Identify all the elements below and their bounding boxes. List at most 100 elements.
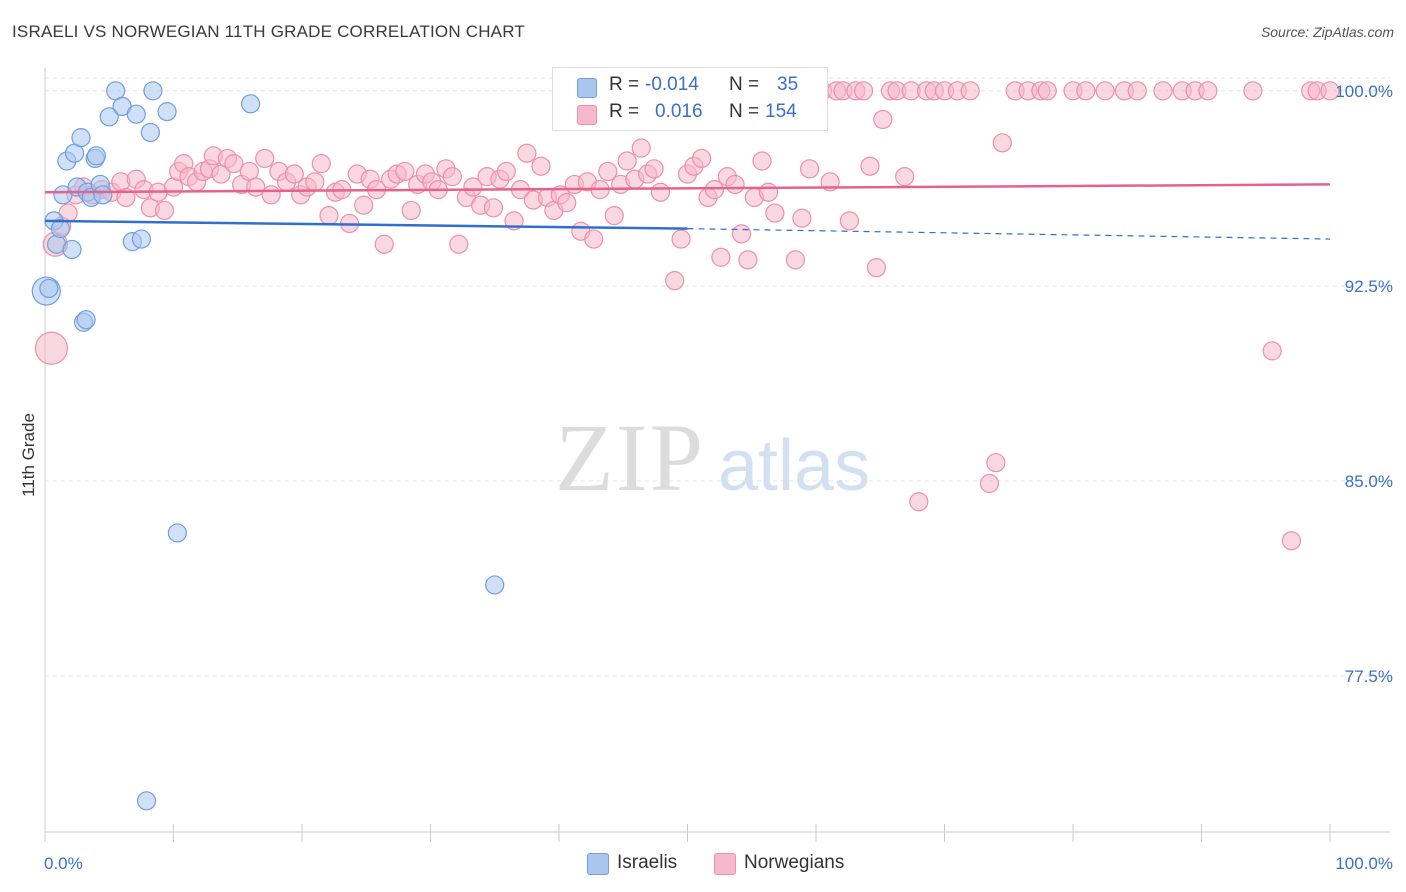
norwegian-point [665,271,685,291]
norwegians-r-value: 0.016 [655,101,703,122]
norwegian-point [979,473,1000,494]
norwegian-point [704,180,725,200]
israeli-point [76,310,96,330]
norwegian-point [401,200,421,221]
norwegians-legend-swatch [714,853,736,875]
watermark: ZIP atlas [555,404,870,511]
series-legend: Israelis Norwegians [0,852,1406,878]
norwegian-point [1320,81,1340,101]
norwegians-swatch [577,105,597,125]
legend-row-israelis: R = -0.014 N = 35 [553,74,827,100]
israelis-n-value: 35 [777,74,799,95]
norwegian-point [305,172,325,192]
norwegian-point [374,234,394,254]
israeli-point [140,122,160,143]
norwegian-point [311,154,331,174]
norwegian-point [1198,81,1218,101]
norwegian-point [866,258,886,278]
norwegian-point [992,133,1012,153]
norwegian-point [671,229,691,249]
israeli-point [167,523,187,543]
trend-lines [44,183,1331,240]
n-label: N = [729,74,760,95]
norwegian-point [650,182,671,202]
norwegian-point [860,156,880,176]
norwegian-point [463,177,483,197]
stats-legend: R = -0.014 N = 35 R = 0.016 N = 154 [552,67,828,131]
norwegian-point [960,81,980,101]
israeli-point [99,107,119,127]
source-label: Source: ZipAtlas.com [1260,24,1394,40]
norwegian-point [799,159,820,179]
israeli-point [62,239,82,260]
norwegian-point [517,143,537,163]
israelis-trend-line [44,219,688,230]
norwegian-point [598,161,618,182]
norwegian-point [752,151,772,171]
israelis-legend-swatch [587,853,609,875]
norwegian-point [1037,81,1057,101]
norwegian-point [442,167,462,187]
israeli-point [241,94,261,114]
norwegian-point [354,195,374,215]
norwegian-point [1262,341,1282,361]
y-axis-title: 11th Grade [19,413,38,497]
r-label: R = [609,101,640,122]
norwegian-point [785,250,806,270]
norwegian-point [154,200,175,221]
norwegian-point [692,148,712,169]
israeli-point [71,128,91,148]
watermark-zip: ZIP [555,404,705,511]
y-tick-label: 85.0% [1345,472,1393,491]
israeli-point [126,104,146,124]
israelis-r-value: -0.014 [645,74,699,95]
norwegian-point [604,206,624,226]
norwegian-point [1153,81,1173,101]
x-tick-label-min: 0.0% [44,854,83,873]
israeli-point [157,102,177,122]
israeli-point [485,575,505,595]
norwegian-point [1281,531,1302,551]
israeli-point [136,791,157,811]
israelis-swatch [577,78,597,98]
norwegian-point [725,174,745,195]
norwegian-point [738,250,758,270]
israeli-point [50,219,71,239]
x-tick-label-max: 100.0% [1335,854,1393,873]
norwegian-point [496,161,516,182]
norwegian-point [284,164,304,184]
norwegian-point [853,81,874,101]
norwegian-point [792,208,812,228]
norwegian-point [1076,81,1096,101]
norwegian-point [644,159,664,179]
chart-title: ISRAELI VS NORWEGIAN 11TH GRADE CORRELAT… [12,22,525,41]
r-label: R = [609,74,640,95]
y-tick-label: 92.5% [1345,277,1393,296]
tick-labels: 100.0% 92.5% 85.0% 77.5% 0.0% 100.0% 11th Grad… [19,82,1393,873]
norwegian-point [557,193,577,213]
watermark-atlas: atlas [718,426,870,506]
israeli-point [93,185,113,205]
israelis-trend-extension [687,228,1331,240]
norwegians-legend-label: Norwegians [744,852,845,873]
norwegian-point [584,229,604,249]
israelis-legend-label: Israelis [617,852,678,873]
norwegian-point [34,331,69,365]
norwegian-point [631,138,651,158]
norwegian-point [1243,81,1263,101]
israeli-point [86,146,107,166]
norwegian-point [711,247,731,267]
norwegians-trend-line [44,183,1331,194]
norwegian-point [895,167,915,187]
israeli-point [143,81,163,101]
norwegian-point [873,109,893,130]
y-tick-label: 100.0% [1335,82,1393,101]
norwegian-point [255,148,275,169]
norwegian-point [483,198,504,218]
norwegian-point [224,154,244,174]
norwegian-point [731,224,752,244]
norwegian-point [395,161,415,182]
norwegian-point [909,492,929,512]
norwegian-point [839,211,860,231]
